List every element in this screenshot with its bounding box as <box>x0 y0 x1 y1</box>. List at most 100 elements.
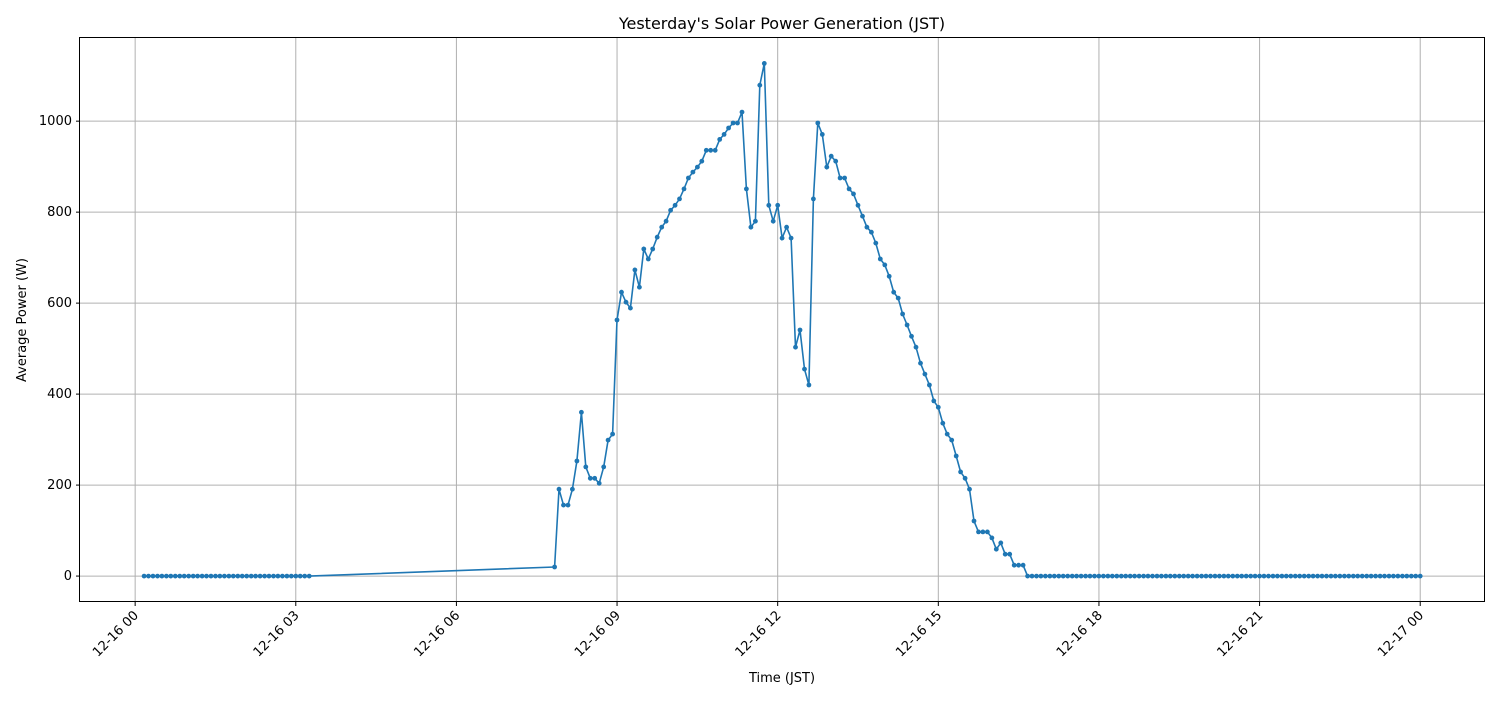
x-tick-label: 12-16 18 <box>1054 608 1106 660</box>
data-point <box>690 169 696 175</box>
data-point <box>1364 573 1370 579</box>
data-point <box>1123 573 1129 579</box>
data-point <box>672 202 678 208</box>
data-point <box>217 573 223 579</box>
data-point <box>1043 573 1048 579</box>
data-point <box>1292 573 1298 579</box>
data-point <box>1029 573 1035 579</box>
data-point <box>753 218 758 224</box>
data-point <box>150 573 156 579</box>
data-point <box>1047 573 1053 579</box>
data-point <box>257 573 263 579</box>
data-point <box>779 235 785 241</box>
data-point <box>1105 573 1111 579</box>
data-point <box>610 431 615 437</box>
data-point <box>1176 573 1182 579</box>
data-point <box>931 398 937 404</box>
data-point <box>1391 573 1396 579</box>
data-point <box>1230 573 1236 579</box>
data-point <box>699 158 705 164</box>
data-point <box>855 202 861 208</box>
data-point <box>819 132 825 137</box>
data-point <box>1118 573 1124 579</box>
data-point <box>721 132 727 137</box>
data-point <box>239 573 245 579</box>
y-tick-label: 200 <box>47 478 72 493</box>
data-point <box>1087 573 1093 579</box>
data-point <box>686 175 691 181</box>
data-point <box>266 573 272 579</box>
data-point <box>601 464 607 470</box>
data-point <box>235 573 241 579</box>
data-point <box>288 573 294 579</box>
data-point <box>873 240 879 246</box>
data-point <box>302 573 308 579</box>
data-point <box>726 125 731 131</box>
data-point <box>797 327 803 333</box>
data-point <box>828 153 834 159</box>
data-point <box>677 196 682 202</box>
data-point <box>605 437 611 443</box>
data-point <box>1279 573 1285 579</box>
x-tick-label: 12-16 12 <box>733 608 785 660</box>
data-point <box>980 529 986 535</box>
data-point <box>1217 573 1222 579</box>
data-point <box>1377 573 1383 579</box>
data-point <box>574 458 580 464</box>
data-point <box>927 382 932 388</box>
data-point <box>1310 573 1316 579</box>
data-point <box>1016 562 1021 568</box>
data-point <box>775 202 781 208</box>
data-point <box>1096 573 1102 579</box>
data-point <box>1212 573 1218 579</box>
data-point <box>641 246 647 252</box>
data-point <box>703 147 709 153</box>
data-point <box>757 82 763 88</box>
y-tick-label: 800 <box>47 205 72 220</box>
data-point <box>958 469 963 475</box>
data-point <box>1257 573 1262 579</box>
data-point <box>869 229 874 235</box>
data-point <box>989 535 995 541</box>
grid-lines <box>80 37 1485 602</box>
data-point <box>1324 573 1329 579</box>
data-point <box>645 256 651 262</box>
data-point <box>788 235 794 241</box>
data-point <box>913 344 919 350</box>
data-point <box>918 360 923 366</box>
data-point <box>1319 573 1325 579</box>
data-point <box>1297 573 1303 579</box>
y-tick-label: 1000 <box>39 114 72 129</box>
data-point <box>1011 562 1017 568</box>
data-point <box>654 234 660 240</box>
x-tick-label: 12-16 06 <box>411 608 463 660</box>
data-point <box>253 573 258 579</box>
data-point <box>1413 573 1419 579</box>
data-point <box>1275 573 1280 579</box>
data-point <box>1074 573 1079 579</box>
data-point <box>882 262 888 268</box>
data-point <box>1203 573 1209 579</box>
data-point <box>1167 573 1173 579</box>
data-point <box>248 573 254 579</box>
series-line <box>144 63 1421 577</box>
data-point <box>1181 573 1187 579</box>
data-point <box>1159 573 1164 579</box>
data-point <box>208 573 214 579</box>
x-axis-ticks: 12-16 00 12-16 03 12-16 06 12-16 09 12-16 12… <box>90 602 1427 660</box>
data-point <box>735 120 740 126</box>
data-point <box>1199 573 1204 579</box>
data-point <box>895 295 901 301</box>
data-point <box>1234 573 1240 579</box>
data-point <box>949 437 955 443</box>
x-tick-label: 12-16 03 <box>251 608 303 660</box>
data-point <box>1127 573 1133 579</box>
data-point <box>1243 573 1249 579</box>
data-point <box>592 475 598 481</box>
data-point <box>1315 573 1320 579</box>
y-tick-label: 600 <box>47 296 72 311</box>
data-point <box>784 224 789 230</box>
data-point <box>962 475 968 481</box>
data-point <box>1208 573 1213 579</box>
data-point <box>1404 573 1410 579</box>
